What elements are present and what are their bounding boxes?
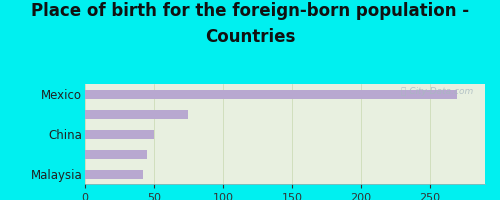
- Bar: [85, 110, 188, 118]
- Bar: [85, 90, 458, 98]
- Text: Place of birth for the foreign-born population -: Place of birth for the foreign-born popu…: [31, 2, 469, 20]
- Bar: [85, 170, 143, 178]
- Bar: [85, 150, 147, 158]
- Text: Ⓜ City-Data.com: Ⓜ City-Data.com: [401, 87, 473, 96]
- Text: Countries: Countries: [205, 28, 295, 46]
- Bar: [85, 130, 154, 138]
